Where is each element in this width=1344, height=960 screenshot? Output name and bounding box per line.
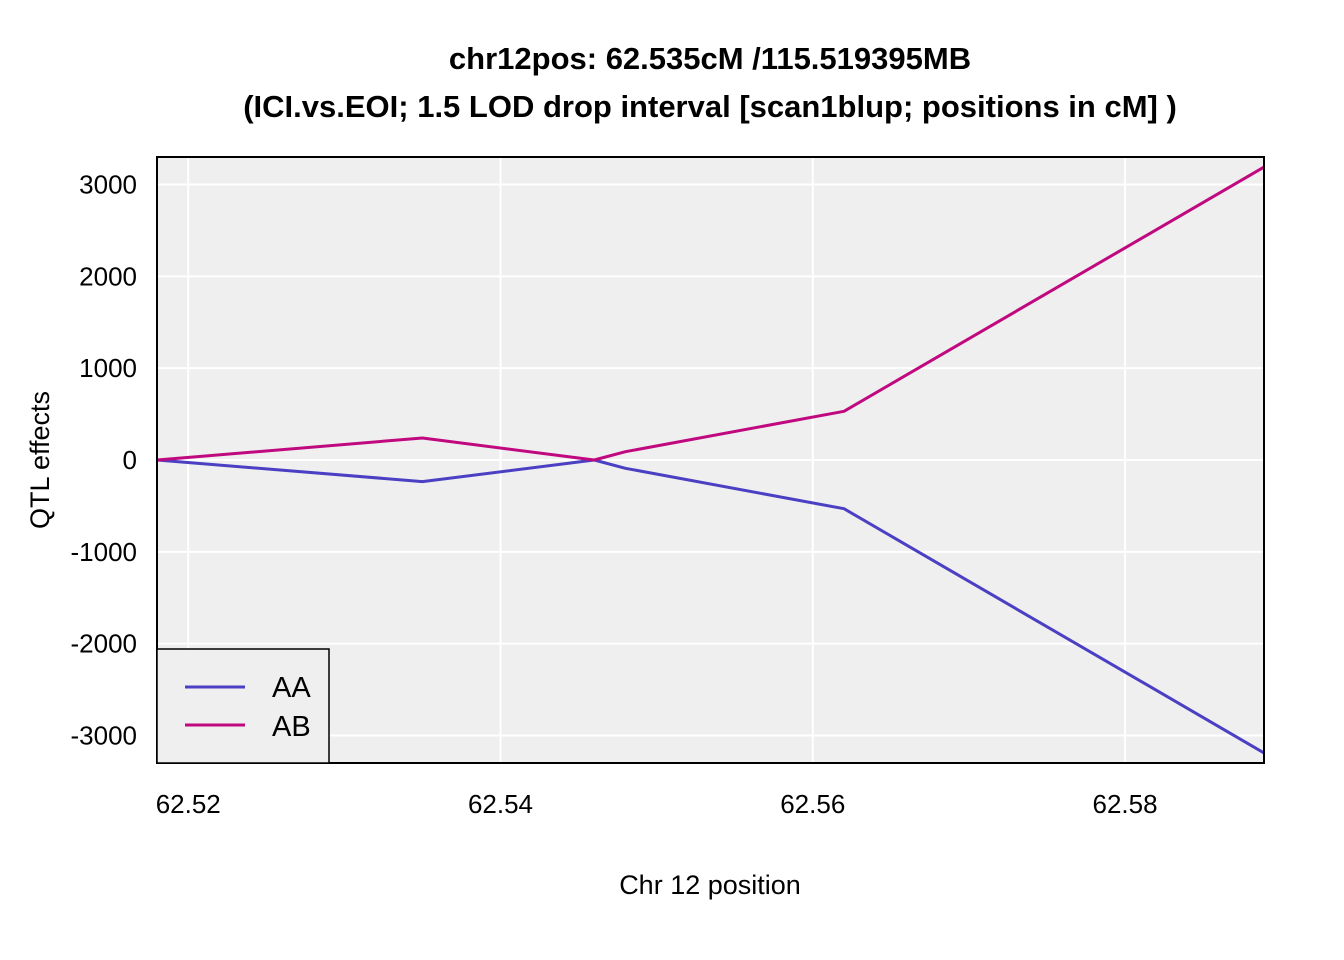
- x-tick-label: 62.52: [156, 789, 221, 819]
- chart-title-line-2: (ICI.vs.EOI; 1.5 LOD drop interval [scan…: [243, 89, 1177, 124]
- series-line-aa: [156, 458, 1265, 755]
- x-axis-ticks: 62.52 62.54 62.56 62.58: [156, 789, 1158, 819]
- x-axis-label: Chr 12 position: [619, 870, 801, 900]
- x-tick-label: 62.54: [468, 789, 533, 819]
- plot-border: [156, 156, 1265, 764]
- y-tick-label: 2000: [79, 261, 137, 291]
- series-line-ab: [156, 165, 1265, 462]
- y-tick-label: 1000: [79, 353, 137, 383]
- y-tick-label: -1000: [71, 537, 138, 567]
- y-tick-label: 3000: [79, 170, 137, 200]
- legend: AA AB: [156, 648, 330, 764]
- y-axis-label: QTL effects: [25, 391, 55, 529]
- legend-box: [156, 648, 330, 764]
- x-tick-label: 62.56: [780, 789, 845, 819]
- grid-lines: [157, 157, 1264, 763]
- x-tick-label: 62.58: [1093, 789, 1158, 819]
- y-tick-label: 0: [123, 445, 137, 475]
- legend-label-ab: AB: [272, 711, 311, 743]
- y-tick-label: -2000: [71, 629, 138, 659]
- chart-title-line-1: chr12pos: 62.535cM /115.519395MB: [449, 41, 971, 76]
- legend-label-aa: AA: [272, 672, 311, 704]
- y-axis-ticks: 3000 2000 1000 0 -1000 -2000 -3000: [71, 170, 138, 751]
- series-lines: [156, 165, 1265, 755]
- y-tick-label: -3000: [71, 720, 138, 750]
